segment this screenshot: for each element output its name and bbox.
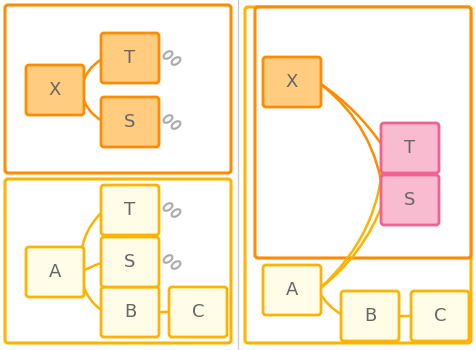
FancyBboxPatch shape xyxy=(381,175,439,225)
FancyBboxPatch shape xyxy=(101,185,159,235)
FancyArrowPatch shape xyxy=(81,93,101,121)
Text: A: A xyxy=(49,263,61,281)
Text: T: T xyxy=(124,49,136,67)
Text: C: C xyxy=(192,303,204,321)
FancyArrowPatch shape xyxy=(320,151,384,288)
FancyBboxPatch shape xyxy=(245,7,471,343)
Text: A: A xyxy=(286,281,298,299)
Text: B: B xyxy=(124,303,136,321)
FancyArrowPatch shape xyxy=(320,84,382,146)
FancyBboxPatch shape xyxy=(101,237,159,287)
Text: X: X xyxy=(286,73,298,91)
FancyArrowPatch shape xyxy=(319,292,342,315)
FancyBboxPatch shape xyxy=(101,287,159,337)
FancyBboxPatch shape xyxy=(5,5,231,173)
FancyBboxPatch shape xyxy=(341,291,399,341)
FancyArrowPatch shape xyxy=(80,212,102,269)
Text: S: S xyxy=(404,191,416,209)
FancyArrowPatch shape xyxy=(320,84,384,197)
FancyArrowPatch shape xyxy=(320,203,383,288)
Text: S: S xyxy=(124,113,136,131)
FancyArrowPatch shape xyxy=(83,263,101,271)
FancyBboxPatch shape xyxy=(169,287,227,337)
Text: T: T xyxy=(405,139,416,157)
FancyBboxPatch shape xyxy=(381,123,439,173)
Text: X: X xyxy=(49,81,61,99)
FancyBboxPatch shape xyxy=(255,7,471,258)
FancyArrowPatch shape xyxy=(81,60,101,87)
FancyBboxPatch shape xyxy=(263,57,321,107)
FancyBboxPatch shape xyxy=(26,65,84,115)
Text: B: B xyxy=(364,307,376,325)
FancyBboxPatch shape xyxy=(5,179,231,343)
Text: T: T xyxy=(124,201,136,219)
FancyArrowPatch shape xyxy=(81,275,102,310)
FancyBboxPatch shape xyxy=(101,97,159,147)
FancyBboxPatch shape xyxy=(101,33,159,83)
FancyBboxPatch shape xyxy=(26,247,84,297)
FancyBboxPatch shape xyxy=(411,291,469,341)
Text: C: C xyxy=(434,307,446,325)
FancyBboxPatch shape xyxy=(263,265,321,315)
Text: S: S xyxy=(124,253,136,271)
